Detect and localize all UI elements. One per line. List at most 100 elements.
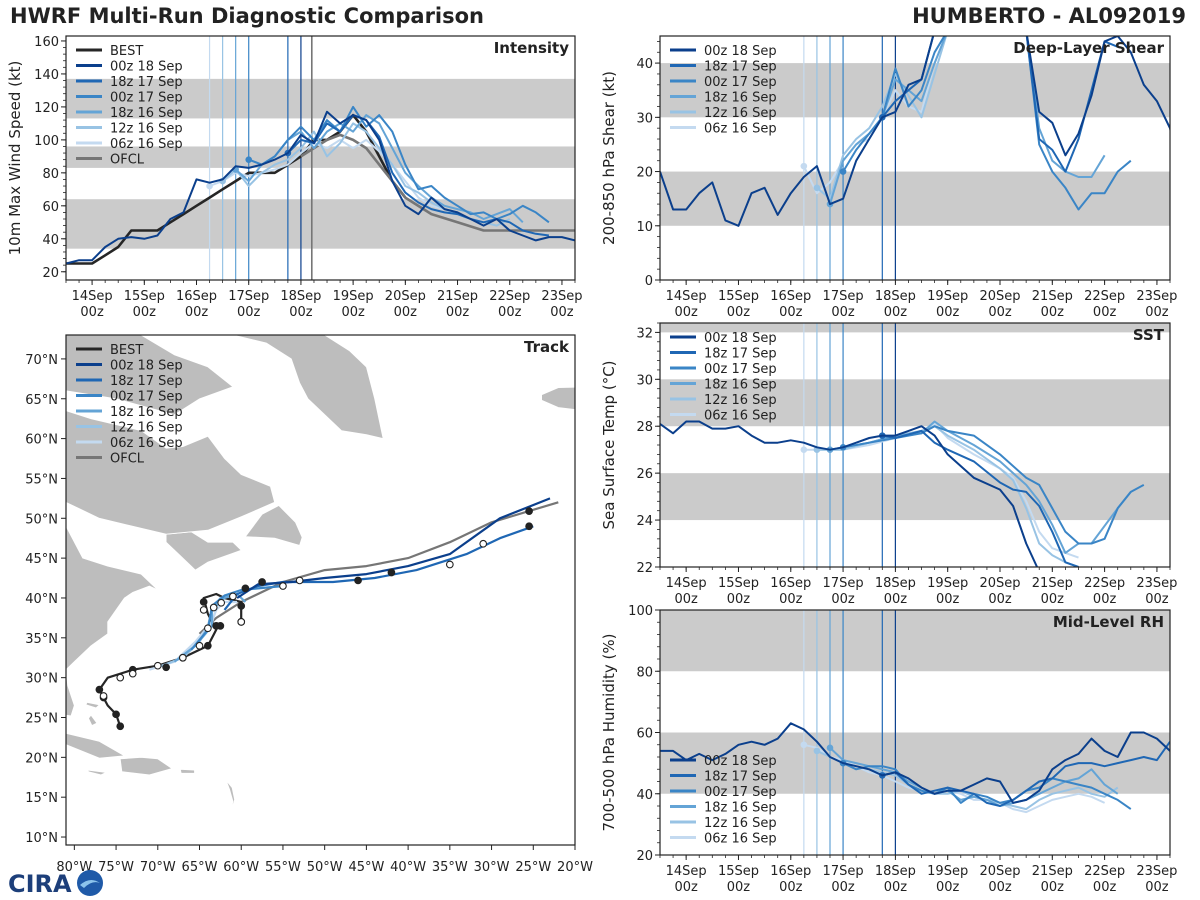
track-point-open [279, 582, 287, 590]
intensity-shade-band [66, 78, 575, 119]
track-x-tick-label: 60°W [223, 860, 259, 875]
intensity-init-marker [206, 182, 213, 190]
track-line [198, 501, 559, 635]
logo-text: CIRA [8, 870, 72, 898]
land-puerto-rico [179, 768, 195, 774]
intensity-legend-label: 18z 17 Sep [110, 75, 183, 90]
sst-x-tick-hour: 00z [779, 592, 803, 607]
track-point-filled [116, 722, 125, 731]
shear-x-tick-hour: 00z [936, 305, 960, 320]
rh-legend-label: 00z 18 Sep [704, 754, 777, 769]
intensity-x-tick-day: 19Sep [333, 289, 374, 304]
rh-y-tick-label: 80 [636, 665, 653, 680]
intensity-x-tick-day: 23Sep [541, 289, 582, 304]
sst-x-tick-hour: 00z [988, 592, 1012, 607]
shear-x-tick-day: 19Sep [927, 289, 968, 304]
intensity-panel-title: Intensity [494, 39, 570, 57]
shear-x-tick-hour: 00z [1041, 305, 1065, 320]
track-legend-label: OFCL [110, 452, 145, 467]
sst-x-tick-day: 19Sep [927, 576, 968, 591]
track-y-tick-label: 30°N [25, 672, 58, 687]
track-point-open [99, 692, 108, 700]
intensity-legend-label: 00z 17 Sep [110, 91, 183, 106]
land-hispaniola [119, 756, 173, 776]
intensity-x-tick-hour: 00z [394, 305, 418, 320]
sst-x-tick-hour: 00z [674, 592, 698, 607]
track-point-open [295, 576, 304, 585]
track-x-tick-label: 25°W [515, 860, 551, 875]
logo-swirl-icon [80, 879, 100, 888]
rh-series-line [660, 722, 1170, 804]
intensity-series-line [300, 133, 575, 232]
sst-y-tick-label: 22 [636, 561, 653, 576]
track-point-filled [204, 641, 212, 650]
rh-init-marker [800, 741, 808, 749]
track-y-tick-label: 70°N [25, 353, 58, 368]
intensity-series-line [287, 114, 550, 237]
sst-legend-label: 18z 16 Sep [704, 378, 777, 393]
rh-init-marker [826, 744, 834, 752]
rh-x-tick-day: 21Sep [1032, 864, 1073, 879]
intensity-x-tick-day: 21Sep [437, 289, 478, 304]
track-point-filled [216, 622, 225, 630]
shear-y-axis-label: 200-850 hPa Shear (kt) [600, 71, 618, 245]
track-legend-label: 00z 18 Sep [110, 359, 183, 374]
track-x-tick-label: 75°W [98, 860, 134, 875]
intensity-x-tick-day: 20Sep [385, 289, 426, 304]
track-point-open [229, 592, 237, 601]
track-point-filled [199, 598, 208, 606]
land-labrador [66, 410, 276, 535]
sst-y-tick-label: 24 [636, 514, 653, 529]
intensity-frame [65, 35, 576, 281]
track-y-tick-label: 15°N [25, 791, 58, 806]
rh-series-line [829, 747, 1119, 807]
land-iceland [541, 386, 575, 410]
shear-shade-band [660, 171, 1170, 226]
intensity-x-tick-day: 16Sep [176, 289, 217, 304]
shear-legend-label: 18z 16 Sep [704, 91, 777, 106]
sst-series-line [803, 422, 1079, 559]
track-legend-label: 18z 17 Sep [110, 374, 183, 389]
intensity-x-tick-hour: 00z [133, 305, 157, 320]
intensity-y-tick-label: 100 [34, 134, 59, 149]
track-point-filled [237, 602, 246, 610]
intensity-series-line [66, 110, 575, 265]
track-y-tick-label: 10°N [25, 831, 58, 846]
rh-legend-label: 18z 16 Sep [704, 801, 777, 816]
track-x-tick-label: 20°W [557, 860, 593, 875]
rh-x-tick-day: 16Sep [770, 864, 811, 879]
land-jamaica [87, 769, 108, 776]
sst-series-line [882, 429, 1079, 567]
track-plot-area [66, 335, 575, 812]
shear-init-marker [839, 168, 847, 175]
shear-x-tick-hour: 00z [1145, 305, 1169, 320]
shear-x-tick-day: 23Sep [1136, 289, 1177, 304]
shear-y-tick-label: 30 [636, 111, 653, 126]
shear-x-tick-hour: 00z [674, 305, 698, 320]
shear-x-tick-day: 18Sep [875, 289, 916, 304]
sst-init-marker [800, 446, 808, 453]
rh-y-tick-label: 40 [636, 788, 653, 803]
intensity-legend-label: 06z 16 Sep [110, 137, 183, 152]
rh-x-tick-hour: 00z [884, 880, 908, 895]
intensity-x-tick-hour: 00z [446, 305, 470, 320]
track-y-tick-label: 50°N [25, 512, 58, 527]
sst-legend-label: 06z 16 Sep [704, 409, 777, 424]
sst-x-tick-day: 20Sep [979, 576, 1020, 591]
intensity-series-line [248, 105, 550, 224]
intensity-legend-label: 18z 16 Sep [110, 106, 183, 121]
shear-x-tick-day: 21Sep [1032, 289, 1073, 304]
cira-logo: CIRA [8, 870, 103, 898]
figure-title: HWRF Multi-Run Diagnostic Comparison [10, 4, 485, 28]
rh-legend-label: 18z 17 Sep [704, 770, 777, 785]
rh-x-tick-day: 20Sep [979, 864, 1020, 879]
track-panel-title: Track [524, 338, 570, 356]
intensity-x-tick-hour: 00z [237, 305, 261, 320]
sst-x-tick-hour: 00z [831, 592, 855, 607]
shear-panel: 01020304014Sep00z15Sep00z16Sep00z17Sep00… [600, 35, 1177, 320]
shear-legend-label: 06z 16 Sep [704, 122, 777, 137]
track-y-tick-label: 40°N [25, 592, 58, 607]
rh-panel: 2040608010014Sep00z15Sep00z16Sep00z17Sep… [600, 604, 1177, 895]
sst-x-tick-day: 14Sep [666, 576, 707, 591]
rh-x-tick-hour: 00z [936, 880, 960, 895]
